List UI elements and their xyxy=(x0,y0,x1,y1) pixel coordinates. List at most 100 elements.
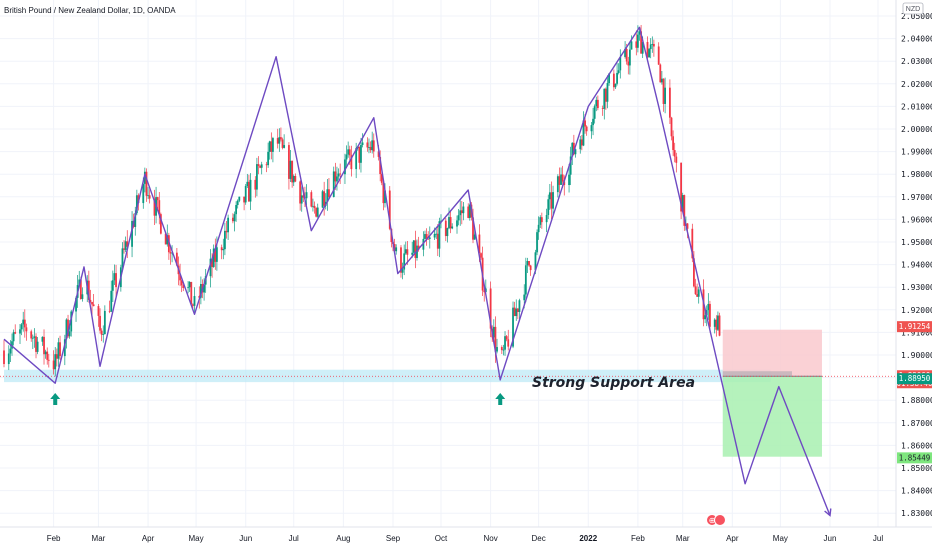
candle-body xyxy=(524,265,527,295)
candle-body xyxy=(444,220,447,237)
candle-body xyxy=(366,142,369,148)
y-tick-label: 1.95000 xyxy=(901,238,932,247)
y-tick-label: 1.91000 xyxy=(901,328,932,337)
stop-loss-zone xyxy=(722,329,822,377)
candle-body xyxy=(608,73,610,84)
candle-body xyxy=(46,351,49,360)
candle-body xyxy=(215,247,218,262)
candle-body xyxy=(268,141,271,152)
candle-body xyxy=(403,253,406,270)
x-tick-label: Oct xyxy=(435,534,448,543)
y-tick-label: 1.83000 xyxy=(901,509,932,518)
candle-body xyxy=(41,336,44,342)
y-tick-label: 2.01000 xyxy=(901,102,932,111)
position-tool[interactable] xyxy=(0,329,896,457)
candle-body xyxy=(111,280,114,291)
candle-body xyxy=(696,294,699,297)
candle-body xyxy=(672,136,675,151)
candle-body xyxy=(648,49,650,58)
candle-body xyxy=(424,234,426,239)
candle-body xyxy=(256,164,258,190)
candle-body xyxy=(3,350,5,365)
candle-body xyxy=(312,205,314,207)
candle-body xyxy=(99,315,101,331)
candle-body xyxy=(11,341,13,349)
candle-body xyxy=(108,310,111,312)
x-tick-label: Jun xyxy=(824,534,837,543)
candle-body xyxy=(121,248,124,268)
buy-arrow-icon xyxy=(50,393,61,405)
candle-body xyxy=(393,244,396,252)
candle-body xyxy=(651,43,654,45)
candle-body xyxy=(166,235,169,245)
candle-body xyxy=(321,191,324,208)
candle-body xyxy=(669,87,671,118)
candle-body xyxy=(484,288,487,293)
x-tick-label: Feb xyxy=(47,534,61,543)
candle-body xyxy=(697,289,700,297)
candle-body xyxy=(59,342,61,357)
candle-body xyxy=(550,192,553,209)
candle-body xyxy=(233,214,236,222)
candle-body xyxy=(337,173,340,177)
x-tick-label: Apr xyxy=(726,534,739,543)
candle-body xyxy=(180,280,183,286)
candle-body xyxy=(299,181,302,204)
candle-body xyxy=(673,150,676,157)
candle-body xyxy=(100,330,103,335)
candle-body xyxy=(236,200,239,206)
candle-body xyxy=(579,139,582,150)
candle-body xyxy=(235,205,238,215)
buy-arrow-icon xyxy=(495,393,506,405)
candle-body xyxy=(518,300,521,312)
candle-body xyxy=(43,336,45,355)
candle-body xyxy=(336,176,338,182)
candle-body xyxy=(401,269,404,273)
candle-body xyxy=(625,48,628,62)
y-tick-label: 1.85000 xyxy=(901,464,932,473)
candle-body xyxy=(334,171,337,182)
price-axis[interactable]: 2.05000 2.04000 2.03000 2.02000 2.01000 2.000… xyxy=(895,0,932,550)
y-tick-label: 2.00000 xyxy=(901,125,932,134)
candle-body xyxy=(81,294,84,299)
candle-body xyxy=(529,265,532,271)
candle-body xyxy=(427,238,430,240)
event-badge[interactable]: ⊕ xyxy=(706,514,726,526)
x-tick-label: Nov xyxy=(484,534,498,543)
y-tick-label: 1.98000 xyxy=(901,170,932,179)
candle-body xyxy=(23,319,26,328)
candle-body xyxy=(593,106,596,119)
candle-body xyxy=(175,252,178,266)
candle-body xyxy=(326,189,329,202)
candle-body xyxy=(612,73,615,88)
candle-body xyxy=(537,224,540,233)
y-tick-label: 1.92000 xyxy=(901,306,932,315)
candle-body xyxy=(435,233,438,235)
currency-badge-label: NZD xyxy=(906,6,920,13)
candle-body xyxy=(652,43,655,47)
zigzag-projection[interactable] xyxy=(3,26,832,517)
candle-body xyxy=(361,142,364,146)
candle-body xyxy=(316,207,319,217)
candle-body xyxy=(691,228,694,259)
time-axis[interactable]: Feb Mar Apr May Jun Jul Aug Sep Oct Nov Dec 2022 Feb… xyxy=(0,526,932,550)
candle-body xyxy=(502,349,505,351)
candle-body xyxy=(249,179,252,202)
candle-body xyxy=(203,284,205,293)
x-tick-label: May xyxy=(189,534,204,543)
x-tick-label: Mar xyxy=(92,534,106,543)
candle-body xyxy=(355,148,358,170)
candle-body xyxy=(294,175,297,182)
candle-body xyxy=(592,118,594,126)
candle-body xyxy=(547,199,550,216)
candle-body xyxy=(662,78,665,104)
candle-body xyxy=(347,149,350,155)
currency-badge[interactable]: NZD xyxy=(902,2,924,15)
price-tag-label: 1.88950 xyxy=(899,374,931,383)
candle-body xyxy=(358,146,361,163)
candle-body xyxy=(350,155,353,170)
candle-body xyxy=(382,182,385,204)
candle-body xyxy=(209,258,212,277)
y-tick-label: 2.03000 xyxy=(901,57,932,66)
